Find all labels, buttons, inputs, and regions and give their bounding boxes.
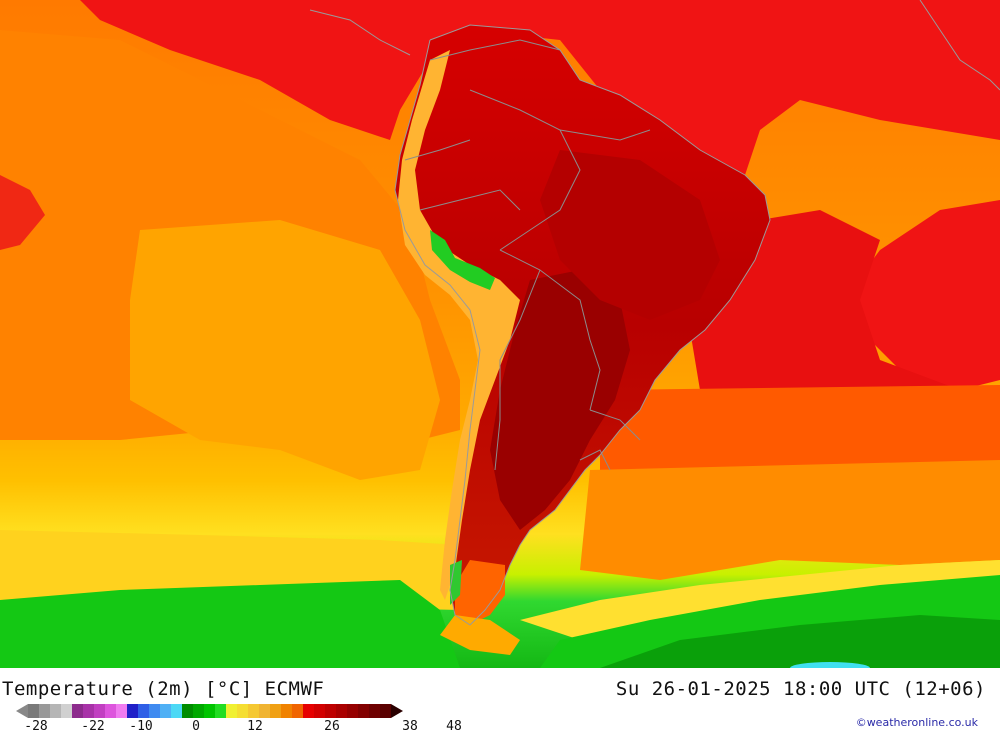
credit-link[interactable]: ©weatheronline.co.uk [855, 716, 978, 729]
legend-tick: 12 [247, 719, 263, 734]
legend-swatch [292, 704, 303, 718]
cold-ocean-band [0, 580, 460, 668]
legend-swatch [259, 704, 270, 718]
legend-swatch [204, 704, 215, 718]
legend-swatch [358, 704, 369, 718]
legend-swatch [347, 704, 358, 718]
legend-swatch [182, 704, 193, 718]
legend-tick: 38 [402, 719, 418, 734]
land-very-hot-interior [490, 270, 630, 530]
legend-swatch [160, 704, 171, 718]
legend-swatch [270, 704, 281, 718]
legend-swatch [237, 704, 248, 718]
legend-tick: 48 [446, 719, 462, 734]
legend-swatch [138, 704, 149, 718]
andes-cold-bits [430, 230, 495, 290]
legend-arrow-right [391, 704, 403, 718]
legend-tick: -22 [81, 719, 105, 734]
temperature-map [0, 0, 1000, 668]
legend-swatch [171, 704, 182, 718]
legend-swatch [226, 704, 237, 718]
legend-swatch [215, 704, 226, 718]
map-footer: Temperature (2m) [°C] ECMWF Su 26-01-202… [0, 668, 1000, 734]
hot-ocean-patch-west [0, 175, 45, 250]
legend-swatch [116, 704, 127, 718]
legend-swatch [193, 704, 204, 718]
colder-ocean-patch [600, 615, 1000, 668]
legend-ticks: -28 -22 -10 0 12 26 38 48 [0, 719, 480, 734]
orange-ocean-south-atlantic [580, 460, 1000, 580]
warm-ocean-atlantic [600, 385, 1000, 480]
legend-swatch [94, 704, 105, 718]
map-title: Temperature (2m) [°C] ECMWF [2, 678, 325, 700]
legend-arrow-left [16, 704, 28, 718]
legend-tick: -10 [129, 719, 153, 734]
andes-strip [398, 50, 520, 600]
country-borders [404, 39, 651, 471]
legend-tick: 26 [324, 719, 340, 734]
legend-swatch [39, 704, 50, 718]
patagonia-warm [455, 560, 505, 625]
tierra-del-fuego [440, 615, 520, 655]
legend-swatch [248, 704, 259, 718]
legend-swatch [149, 704, 160, 718]
land-hot-north [540, 150, 720, 320]
valid-time: Su 26-01-2025 18:00 UTC (12+06) [615, 678, 986, 700]
hot-ocean-east [690, 210, 1000, 400]
legend-swatch [281, 704, 292, 718]
color-legend [28, 704, 391, 718]
legend-swatch [336, 704, 347, 718]
legend-swatch [28, 704, 39, 718]
legend-tick: -28 [24, 719, 48, 734]
legend-swatch [303, 704, 314, 718]
map-svg [0, 0, 1000, 668]
legend-swatch [127, 704, 138, 718]
legend-swatch [380, 704, 391, 718]
very-cold-patch [790, 662, 870, 668]
hot-ocean-north [80, 0, 1000, 390]
legend-swatch [50, 704, 61, 718]
legend-swatch [83, 704, 94, 718]
legend-swatch [314, 704, 325, 718]
legend-swatch [325, 704, 336, 718]
legend-swatch [72, 704, 83, 718]
legend-tick: 0 [192, 719, 200, 734]
legend-swatch [369, 704, 380, 718]
mild-ocean-pacific [130, 220, 440, 480]
coastline [309, 0, 1000, 626]
legend-swatch [105, 704, 116, 718]
legend-swatch [61, 704, 72, 718]
